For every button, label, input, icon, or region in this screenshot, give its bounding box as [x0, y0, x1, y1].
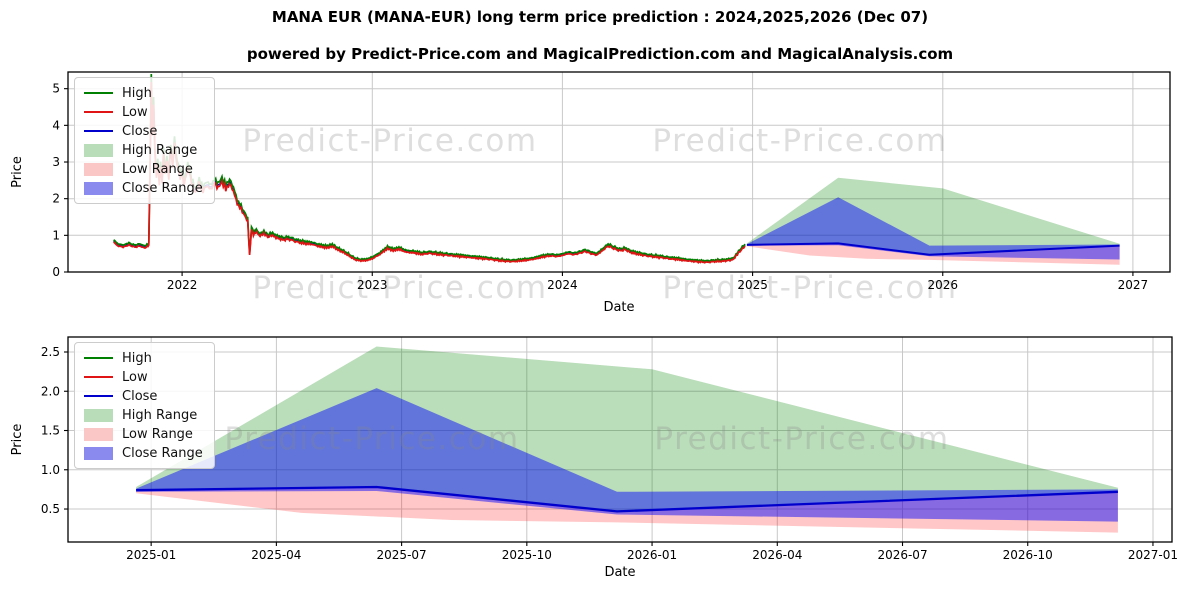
- legend-swatch-high-range: [84, 408, 113, 422]
- watermark-text: Predict-Price.com: [252, 270, 547, 306]
- x-tick-label: 2025-01: [126, 548, 176, 562]
- legend-swatch-high-range: [84, 143, 113, 157]
- watermark-text: Predict-Price.com: [652, 123, 947, 159]
- legend-swatch-low: [84, 376, 113, 378]
- x-tick-label: 2024: [547, 278, 578, 292]
- legend-item-label: Close: [122, 123, 158, 139]
- watermark-text: Predict-Price.com: [224, 421, 519, 457]
- legend-item-label: Low: [122, 369, 148, 385]
- legend-item-label: High: [122, 85, 152, 101]
- high-history-line: [113, 73, 746, 263]
- x-tick-label: 2023: [357, 278, 388, 292]
- legend-swatch-low-range: [84, 162, 113, 176]
- x-axis-label: Date: [604, 565, 635, 580]
- low-range-band: [136, 487, 1118, 533]
- legend-item-label: Close: [122, 388, 158, 404]
- legend-item: High Range: [84, 407, 203, 423]
- y-tick-label: 4: [52, 118, 60, 132]
- plot-frame: [67, 336, 1173, 543]
- watermark-text: Predict-Price.com: [662, 270, 957, 306]
- legend-item-label: Close Range: [122, 445, 203, 461]
- legend-item: Close Range: [84, 445, 203, 461]
- legend-swatch-close-range: [84, 181, 113, 195]
- legend-item: Low: [84, 104, 203, 120]
- legend-item: Low: [84, 369, 203, 385]
- y-tick-label: 2: [52, 192, 60, 206]
- y-tick-label: 1.5: [41, 424, 60, 438]
- chart-subtitle: powered by Predict-Price.com and Magical…: [246, 45, 954, 63]
- chart-title: MANA EUR (MANA-EUR) long term price pred…: [271, 8, 929, 26]
- axis-ticks: 2022 2023 2024 2025 2026 2027 0 1 2 3 4 5: [52, 82, 1148, 292]
- watermark-text: Predict-Price.com: [654, 421, 949, 457]
- legend-swatch-high: [84, 357, 113, 359]
- history-and-prediction-chart: Predict-Price.com Predict-Price.com Predic…: [10, 71, 1171, 315]
- legend-swatch-close: [84, 395, 113, 397]
- legend-item-label: Low Range: [122, 161, 193, 177]
- grid-lines: [68, 337, 1172, 542]
- legend-item-label: High: [122, 350, 152, 366]
- y-tick-label: 1.0: [41, 463, 60, 477]
- legend-item: High: [84, 85, 203, 101]
- x-tick-label: 2026-10: [1003, 548, 1053, 562]
- y-axis-label: Price: [10, 424, 25, 456]
- legend-item-label: Low Range: [122, 426, 193, 442]
- legend-item: Close: [84, 123, 203, 139]
- y-tick-label: 5: [52, 82, 60, 96]
- legend-item: Low Range: [84, 426, 203, 442]
- y-tick-label: 0: [52, 265, 60, 279]
- legend-item: Close Range: [84, 180, 203, 196]
- low-history-line: [113, 81, 746, 264]
- legend-swatch-low-range: [84, 427, 113, 441]
- legend-item-label: Low: [122, 104, 148, 120]
- legend-swatch-low: [84, 111, 113, 113]
- legend-item-label: High Range: [122, 407, 198, 423]
- x-tick-label: 2025-07: [377, 548, 427, 562]
- prediction-detail-chart: Predict-Price.com Predict-Price.com2025-0…: [10, 336, 1178, 580]
- legend-item: Close: [84, 388, 203, 404]
- grid-lines: [68, 72, 1170, 272]
- x-tick-label: 2025-04: [251, 548, 301, 562]
- legend: High Low Close High Range Low Range Close Ran…: [74, 342, 215, 469]
- y-tick-label: 3: [52, 155, 60, 169]
- legend-item: Low Range: [84, 161, 203, 177]
- y-axis-label: Price: [10, 156, 25, 188]
- x-tick-label: 2026-07: [877, 548, 927, 562]
- axis-ticks: 2025-01 2025-04 2025-07 2025-10 2026-01 2026-…: [41, 345, 1178, 562]
- legend: High Low Close High Range Low Range Close Ran…: [74, 77, 215, 204]
- legend-item: High Range: [84, 142, 203, 158]
- x-tick-label: 2026-01: [627, 548, 677, 562]
- plot-frame: [67, 71, 1171, 273]
- legend-swatch-close-range: [84, 446, 113, 460]
- x-tick-label: 2026: [927, 278, 958, 292]
- y-tick-label: 2.5: [41, 345, 60, 359]
- high-range-band: [746, 177, 1120, 255]
- legend-swatch-high: [84, 92, 113, 94]
- watermark-text: Predict-Price.com: [242, 123, 537, 159]
- x-tick-label: 2026-04: [752, 548, 802, 562]
- x-tick-label: 2025: [737, 278, 768, 292]
- legend-item: High: [84, 350, 203, 366]
- legend-item-label: High Range: [122, 142, 198, 158]
- y-tick-label: 2.0: [41, 384, 60, 398]
- low-range-band: [746, 243, 1120, 265]
- y-tick-label: 1: [52, 228, 60, 242]
- x-axis-label: Date: [603, 300, 634, 315]
- high-range-band: [136, 346, 1118, 512]
- legend-item-label: Close Range: [122, 180, 203, 196]
- x-tick-label: 2025-10: [502, 548, 552, 562]
- x-tick-label: 2022: [167, 278, 198, 292]
- close-prediction-line: [746, 242, 1120, 256]
- y-tick-label: 0.5: [41, 502, 60, 516]
- x-tick-label: 2027-01: [1128, 548, 1178, 562]
- x-tick-label: 2027: [1118, 278, 1149, 292]
- legend-swatch-close: [84, 130, 113, 132]
- close-prediction-line: [136, 485, 1118, 513]
